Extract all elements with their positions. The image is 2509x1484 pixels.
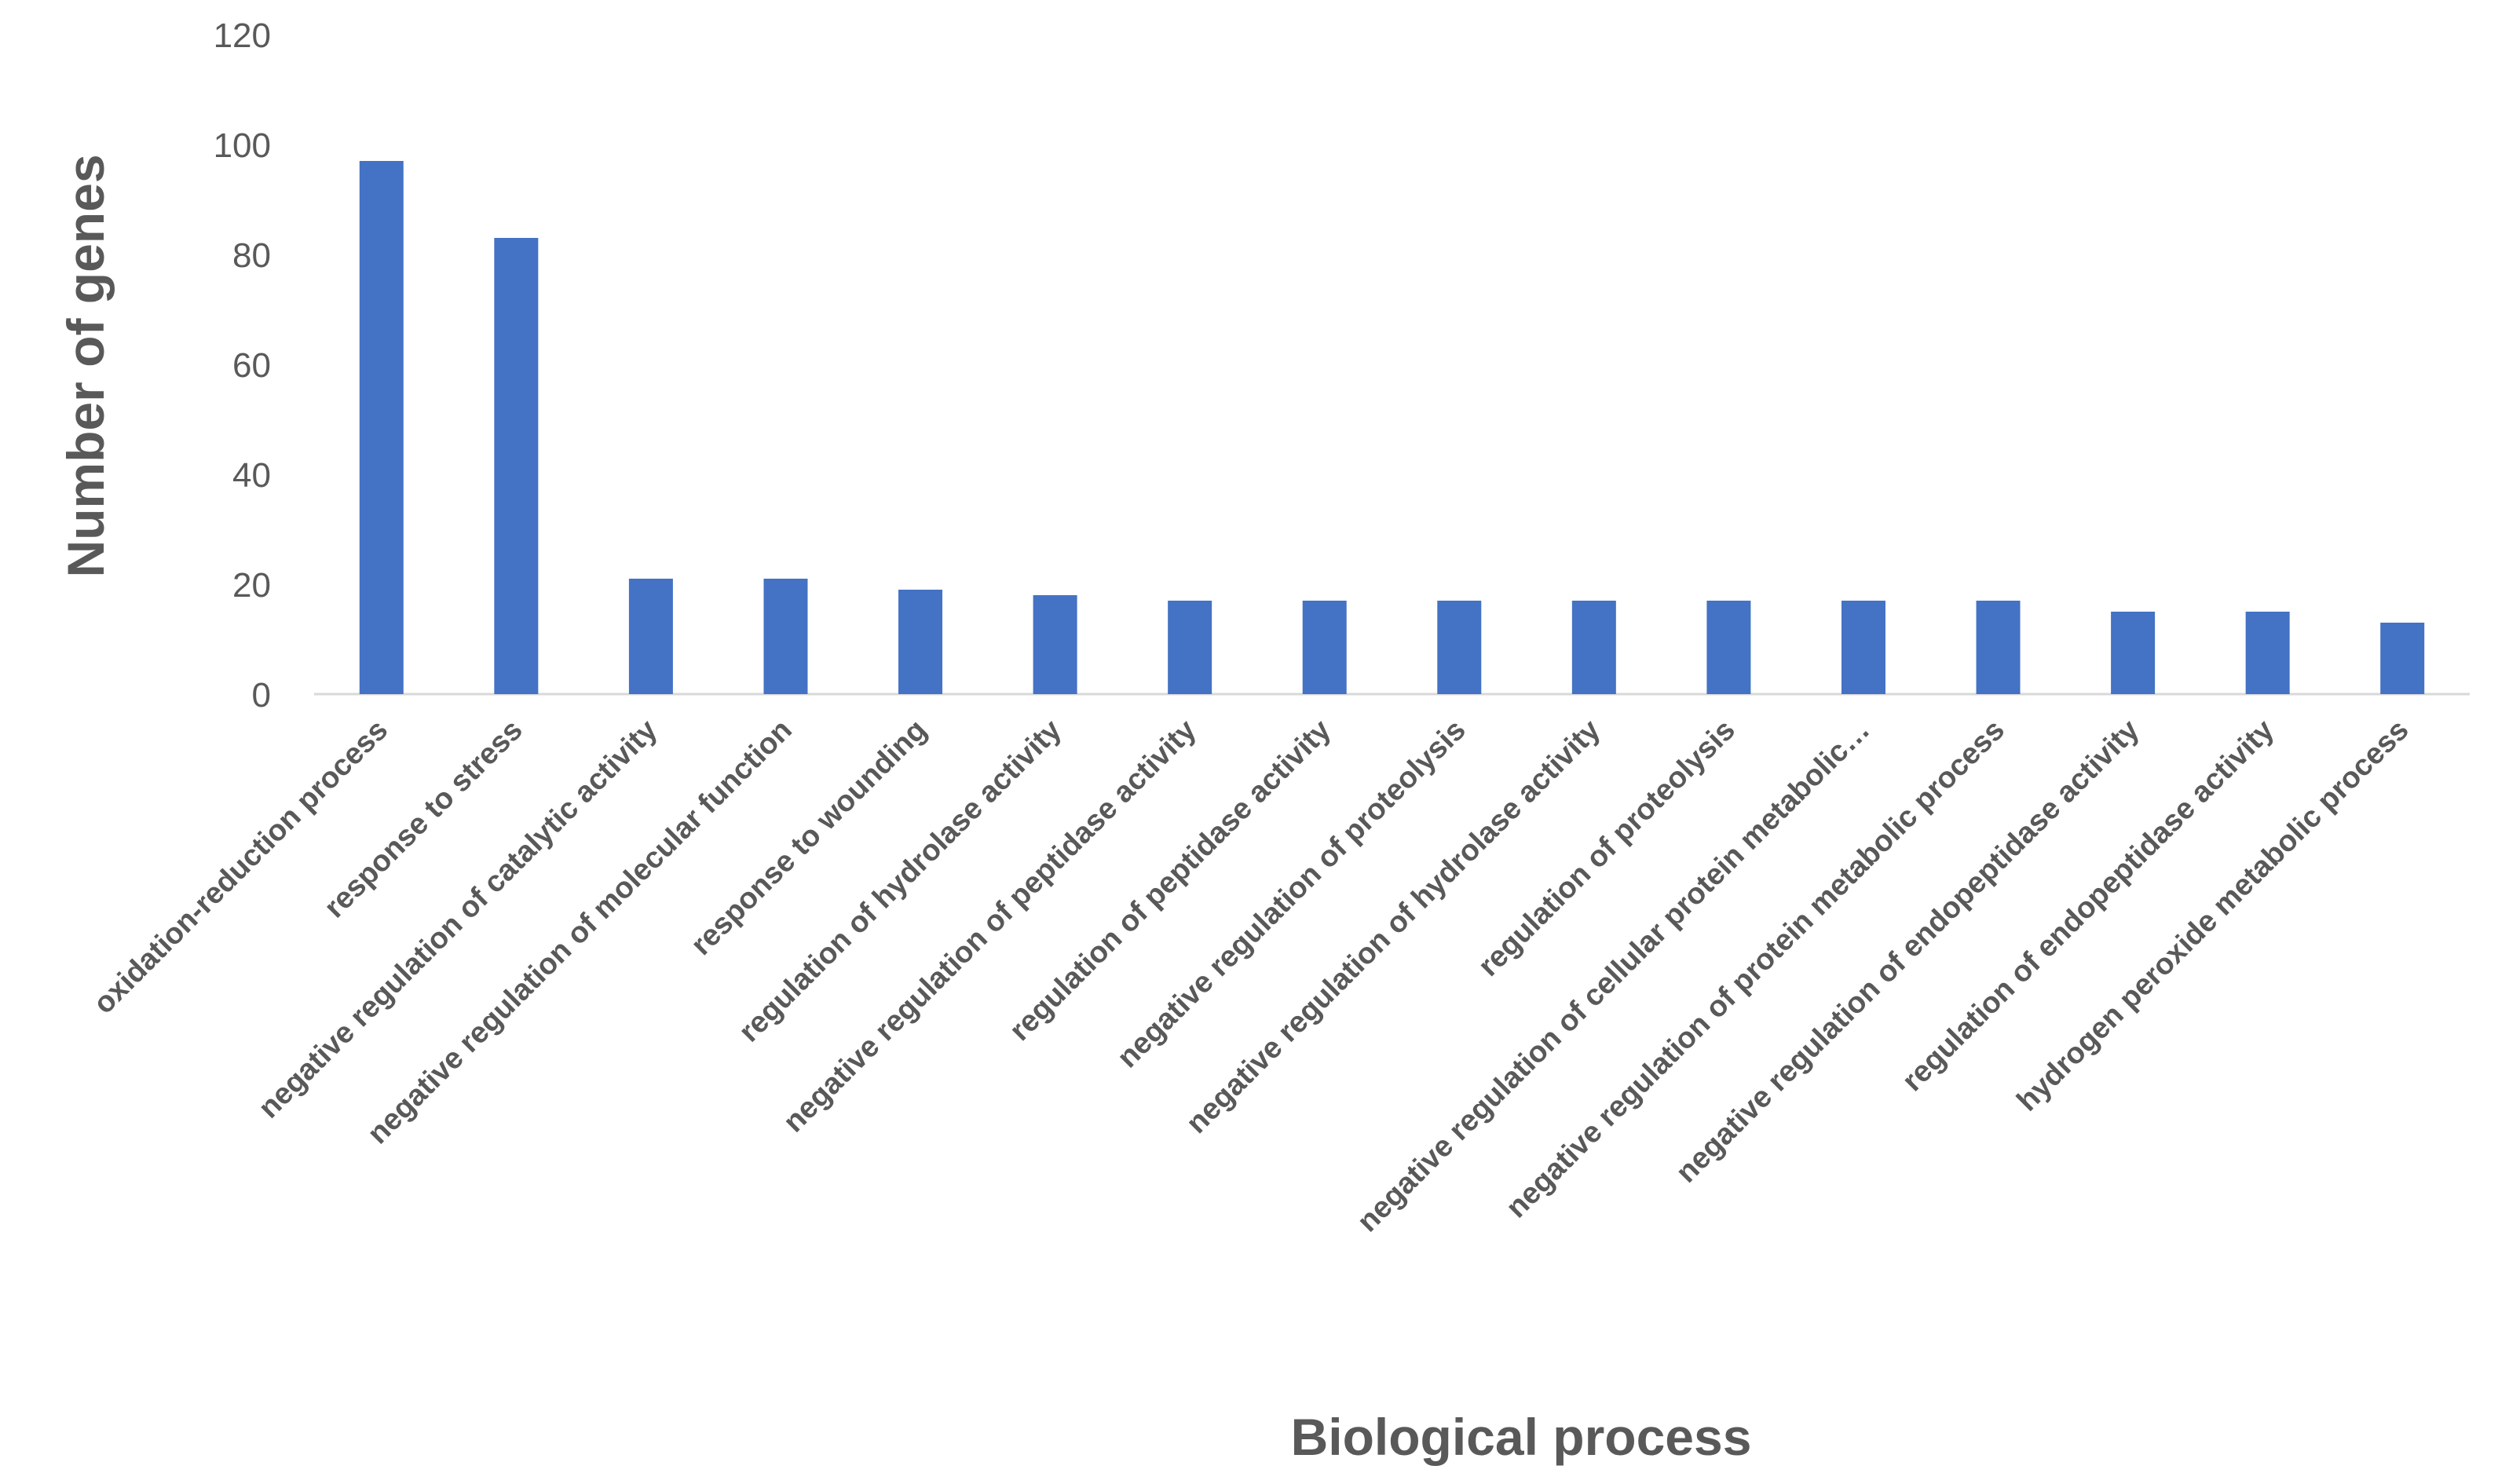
bar [2380,623,2425,694]
bar [1571,601,1616,694]
y-tick-label: 120 [214,16,271,55]
y-tick-label: 40 [232,456,271,495]
bar [1033,595,1077,694]
y-tick-label: 20 [232,566,271,605]
y-tick-label: 0 [252,676,271,715]
bar [898,590,943,694]
x-tick-label: response to wounding [685,714,933,962]
y-axis-ticks: 0 20 40 60 80 100 120 [214,16,271,715]
bar [1302,601,1347,694]
bar [1437,601,1482,694]
bar [359,161,404,694]
bar [1841,601,1885,694]
y-axis-title: Number of genes [57,154,115,577]
bar [2245,612,2290,694]
x-tick-label: negative regulation of cellular protein … [1351,714,1877,1239]
bar [1168,601,1212,694]
bar [1706,601,1751,694]
y-tick-label: 100 [214,126,271,165]
bars [359,161,2425,694]
y-tick-label: 60 [232,346,271,385]
bar [628,579,673,694]
bar [1976,601,2021,694]
x-tick-label: negative regulation of protein metabolic… [1500,714,2011,1225]
bar [763,579,808,694]
bar [2111,612,2156,694]
y-tick-label: 80 [232,236,271,275]
x-tick-label: negative regulation of endopeptidase act… [1670,714,2145,1190]
x-tick-label: oxidation-reduction process [87,714,394,1021]
x-axis-title: Biological process [1291,1408,1752,1466]
bar [494,238,539,694]
x-tick-label: regulation of proteolysis [1472,714,1742,983]
